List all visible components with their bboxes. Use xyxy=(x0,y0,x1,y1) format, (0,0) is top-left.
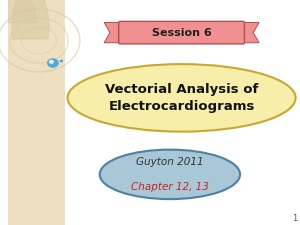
Text: Chapter 12, 13: Chapter 12, 13 xyxy=(131,182,209,192)
Text: 1: 1 xyxy=(292,214,297,223)
Bar xyxy=(8,0,64,225)
Polygon shape xyxy=(243,22,259,43)
Text: Session 6: Session 6 xyxy=(152,28,212,38)
Circle shape xyxy=(48,59,58,67)
Circle shape xyxy=(50,60,53,63)
FancyBboxPatch shape xyxy=(119,21,244,44)
Polygon shape xyxy=(0,0,37,22)
Circle shape xyxy=(60,60,62,62)
Text: Vectorial Analysis of
Electrocardiograms: Vectorial Analysis of Electrocardiograms xyxy=(105,83,258,113)
Ellipse shape xyxy=(68,64,296,132)
Text: Guyton 2011: Guyton 2011 xyxy=(136,157,204,167)
Ellipse shape xyxy=(100,150,240,199)
Polygon shape xyxy=(104,22,120,43)
Polygon shape xyxy=(12,0,49,39)
